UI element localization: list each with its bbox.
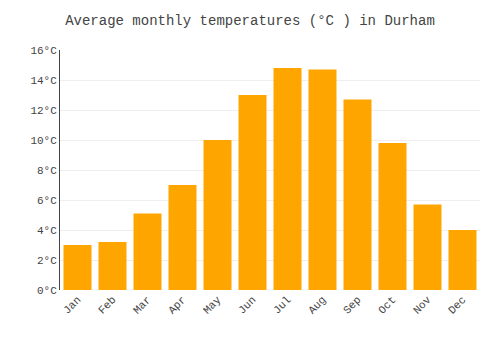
svg-text:0°C: 0°C: [37, 285, 57, 297]
svg-text:4°C: 4°C: [37, 225, 57, 237]
svg-text:Jul: Jul: [271, 294, 293, 316]
svg-text:Jan: Jan: [61, 294, 83, 316]
svg-text:May: May: [201, 294, 224, 317]
svg-text:Nov: Nov: [411, 294, 434, 317]
svg-text:2°C: 2°C: [37, 255, 57, 267]
svg-text:10°C: 10°C: [30, 135, 57, 147]
svg-text:Apr: Apr: [166, 294, 188, 316]
svg-text:16°C: 16°C: [30, 45, 57, 57]
svg-text:8°C: 8°C: [37, 165, 57, 177]
svg-text:Sep: Sep: [341, 294, 363, 316]
svg-text:Jun: Jun: [236, 294, 258, 316]
svg-text:Average monthly temperatures (: Average monthly temperatures (°C ) in Du…: [65, 13, 435, 29]
svg-text:6°C: 6°C: [37, 195, 57, 207]
svg-text:Dec: Dec: [446, 294, 468, 316]
svg-text:Feb: Feb: [96, 294, 118, 316]
svg-text:Oct: Oct: [376, 294, 398, 316]
svg-text:14°C: 14°C: [30, 75, 57, 87]
svg-text:12°C: 12°C: [30, 105, 57, 117]
svg-text:Mar: Mar: [131, 294, 153, 316]
svg-text:Aug: Aug: [306, 294, 328, 316]
